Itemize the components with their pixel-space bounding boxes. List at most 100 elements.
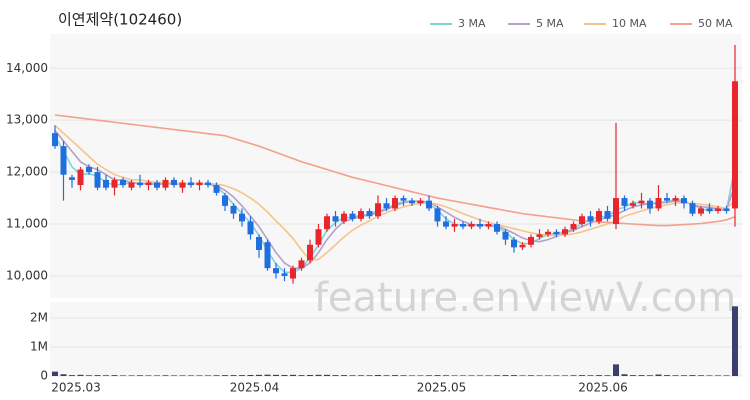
candle-body bbox=[672, 198, 679, 201]
y-tick-label: 13,000 bbox=[6, 113, 48, 127]
candle-body bbox=[536, 234, 543, 237]
legend-label: 3 MA bbox=[458, 17, 486, 30]
candle-body bbox=[341, 213, 347, 222]
candle-body bbox=[332, 216, 339, 222]
candle-body bbox=[630, 203, 636, 206]
volume-bar bbox=[392, 375, 398, 376]
candle-body bbox=[545, 231, 551, 235]
x-tick-label: 2025.04 bbox=[230, 381, 280, 395]
volume-bar bbox=[383, 375, 390, 376]
candle-body bbox=[664, 198, 670, 201]
candle-body bbox=[519, 244, 526, 248]
candle-body bbox=[230, 205, 237, 214]
volume-bar bbox=[366, 375, 373, 376]
volume-bar bbox=[604, 375, 611, 376]
candle-body bbox=[196, 182, 203, 186]
volume-bar bbox=[349, 375, 356, 376]
volume-bar bbox=[511, 375, 517, 376]
candle-body bbox=[400, 198, 407, 201]
volume-bar bbox=[188, 375, 194, 376]
candle-body bbox=[247, 221, 254, 235]
volume-bar bbox=[307, 374, 313, 376]
volume-bar bbox=[154, 375, 160, 376]
volume-bar bbox=[103, 375, 109, 376]
candle-body bbox=[477, 224, 483, 227]
volume-bar bbox=[681, 375, 687, 376]
candle-body bbox=[417, 200, 424, 204]
candle-body bbox=[77, 169, 84, 186]
volume-bar bbox=[443, 375, 449, 376]
volume-bar bbox=[69, 375, 75, 376]
candle-body bbox=[290, 268, 296, 279]
candle-body bbox=[434, 208, 441, 222]
candle-body bbox=[638, 200, 645, 204]
candle-body bbox=[494, 224, 500, 232]
candle-body bbox=[273, 268, 279, 274]
price-panel bbox=[50, 34, 742, 298]
candle-body bbox=[315, 229, 322, 245]
ma-line bbox=[54, 114, 736, 227]
y-tick-label: 11,000 bbox=[6, 217, 48, 231]
candle-body bbox=[256, 236, 262, 250]
candle-body bbox=[324, 216, 330, 230]
volume-bar bbox=[60, 374, 67, 376]
volume-bar bbox=[562, 375, 568, 376]
volume-bar bbox=[545, 375, 551, 376]
volume-bar bbox=[247, 374, 254, 376]
plot: 3 MA 5 MA 10 MA 50 MA 2025.03 2025.04 2025.05 2… bbox=[51, 17, 738, 395]
candle-body bbox=[715, 208, 721, 212]
candle-body bbox=[86, 166, 92, 173]
volume-bar bbox=[281, 374, 288, 376]
candle-body bbox=[154, 182, 160, 188]
volume-bar bbox=[358, 375, 364, 376]
candle-body bbox=[188, 182, 194, 186]
candle-body bbox=[443, 221, 449, 227]
volume-bar bbox=[298, 375, 305, 376]
x-tick-label: 2025.05 bbox=[417, 381, 467, 395]
volume-bar bbox=[222, 375, 228, 376]
candle-body bbox=[613, 198, 619, 225]
candle-body bbox=[213, 185, 220, 193]
candle-body bbox=[502, 231, 509, 240]
candle-body bbox=[528, 236, 534, 245]
volume-bar bbox=[451, 375, 458, 376]
candle-body bbox=[409, 200, 415, 204]
volume-bar bbox=[264, 374, 271, 376]
volume-bar bbox=[273, 374, 279, 376]
volume-bar bbox=[460, 375, 466, 376]
candle-body bbox=[451, 224, 458, 227]
volume-bar bbox=[324, 374, 330, 376]
volume-bar bbox=[732, 306, 738, 376]
candle-body bbox=[587, 216, 594, 222]
volume-bar bbox=[52, 371, 58, 376]
candle-body bbox=[307, 244, 313, 261]
volume-bar bbox=[698, 375, 704, 376]
volume-bar bbox=[638, 375, 645, 376]
candle-body bbox=[723, 208, 730, 212]
volume-bar bbox=[137, 375, 143, 376]
candle-body bbox=[647, 200, 653, 209]
volume-bar bbox=[655, 374, 662, 376]
volume-bar bbox=[706, 375, 713, 376]
y-tick-label: 1M bbox=[30, 339, 48, 353]
candle-body bbox=[128, 182, 135, 188]
volume-bar bbox=[86, 375, 92, 376]
volume-bar bbox=[77, 374, 84, 376]
candle-body bbox=[205, 182, 211, 186]
volume-bar bbox=[290, 374, 296, 376]
candle-body bbox=[579, 216, 585, 225]
candle-body bbox=[426, 200, 432, 209]
volume-bar bbox=[689, 375, 696, 376]
y-tick-label: 12,000 bbox=[6, 165, 48, 179]
candle-body bbox=[732, 81, 738, 209]
volume-bar bbox=[400, 375, 407, 376]
volume-bar bbox=[426, 375, 432, 376]
chart-title: 이연제약(102460) bbox=[58, 11, 182, 29]
legend-label: 50 MA bbox=[698, 17, 733, 30]
candle-body bbox=[655, 198, 662, 209]
volume-bar bbox=[477, 375, 483, 376]
candle-body bbox=[103, 179, 109, 188]
candle-body bbox=[358, 211, 364, 219]
candle-body bbox=[383, 203, 390, 209]
volume-bar bbox=[94, 375, 101, 376]
